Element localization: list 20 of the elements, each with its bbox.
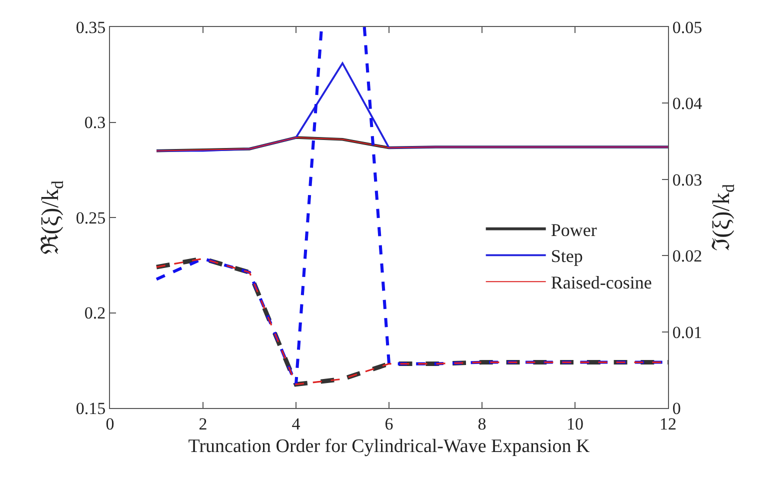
y-tick-label: 0.2: [84, 304, 106, 323]
y2-tick-label: 0.05: [672, 18, 702, 37]
x-tick-label: 0: [106, 414, 114, 434]
legend-label: Power: [550, 220, 597, 240]
legend-label: Step: [550, 246, 583, 266]
y2-tick-label: 0.01: [672, 322, 702, 342]
x-tick-label: 8: [478, 414, 486, 434]
y-tick-label: 0.35: [76, 18, 106, 37]
y2-tick-label: 0.04: [672, 94, 703, 114]
y-tick-label: 0.3: [84, 113, 106, 132]
legend-label: Raised-cosine: [550, 272, 652, 293]
x-tick-label: 2: [198, 414, 208, 434]
x-axis-title: Truncation Order for Cylindrical-Wave Expansion K: [188, 436, 590, 458]
x-tick-label: 6: [384, 414, 394, 434]
y-tick-label: 0.25: [76, 208, 106, 228]
x-tick-label: 4: [292, 414, 301, 434]
x-tick-label: 10: [566, 414, 584, 434]
y-tick-label: 0.15: [76, 398, 106, 418]
y2-tick-label: 0.03: [672, 170, 702, 190]
y2-tick-label: 0.02: [672, 246, 702, 266]
